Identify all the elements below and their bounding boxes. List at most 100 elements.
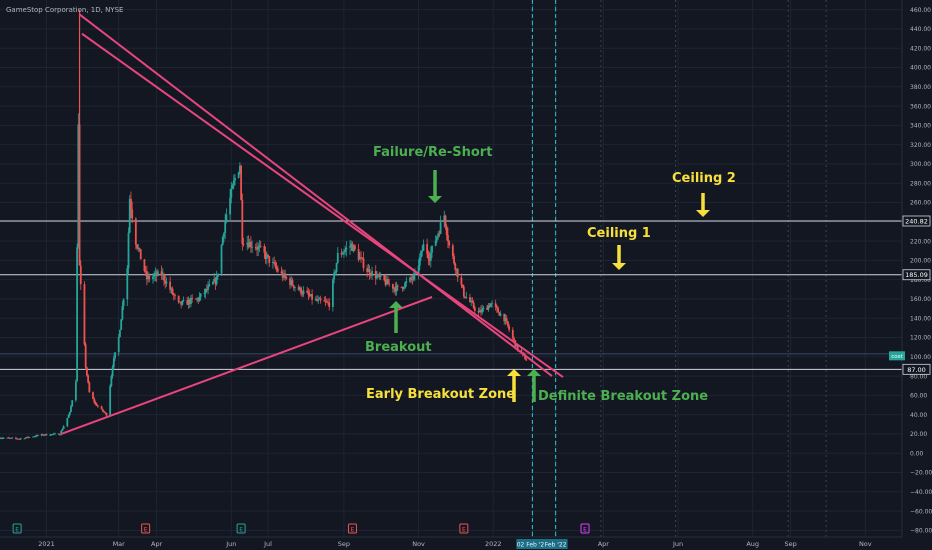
candle-body — [212, 281, 214, 285]
candle-body — [345, 247, 348, 250]
candle-body — [258, 245, 261, 247]
candle-body — [302, 290, 305, 294]
candle-body — [198, 296, 201, 301]
candle-body — [57, 433, 60, 435]
candle-body — [491, 303, 493, 305]
candle-body — [460, 277, 463, 285]
upper-resistance-a-line[interactable] — [78, 13, 553, 377]
candle-body — [494, 303, 497, 307]
candle-body — [32, 436, 34, 438]
earnings-marker[interactable]: E — [12, 523, 22, 534]
level-price-label: 87.00 — [907, 366, 926, 374]
earnings-marker-box — [459, 523, 469, 534]
ceiling-1-label: Ceiling 1 — [587, 226, 651, 241]
definite-zone-arrow — [527, 369, 541, 402]
level-price-tag[interactable] — [902, 215, 931, 227]
candle-body — [480, 310, 482, 313]
candle-body — [197, 298, 200, 301]
candle-body — [94, 402, 97, 404]
candle-body — [525, 359, 528, 361]
earnings-marker[interactable]: E — [236, 523, 246, 534]
candle-body — [153, 274, 156, 277]
candle-body — [464, 296, 466, 298]
candle-body — [122, 299, 125, 307]
candle-body — [259, 245, 262, 247]
level-price-tag[interactable] — [902, 363, 931, 375]
candle-body — [366, 268, 369, 272]
candle-body — [507, 321, 509, 327]
candle-body — [444, 215, 447, 227]
candle-body — [203, 293, 206, 294]
candle-body — [248, 241, 251, 248]
candle-body — [0, 437, 1, 439]
definite-breakout-label: Definite Breakout Zone — [538, 389, 708, 404]
candle-body — [309, 294, 312, 297]
candle-body — [469, 297, 471, 303]
x-highlight-label: Feb '22 — [545, 542, 567, 549]
candle-body — [109, 386, 112, 416]
candle-body — [301, 293, 304, 295]
candle-body — [384, 280, 387, 285]
candle-body — [180, 301, 183, 305]
candle-body — [77, 124, 80, 248]
candle-body — [465, 297, 468, 299]
candle-body — [369, 274, 372, 276]
candle-body — [44, 434, 47, 436]
candle-body — [230, 188, 233, 198]
candle-body — [318, 298, 321, 300]
earnings-marker[interactable]: E — [347, 523, 357, 534]
candle-body — [400, 286, 403, 288]
y-tick-label: 420.00 — [910, 45, 931, 52]
earnings-marker[interactable]: E — [580, 523, 590, 534]
candle-body — [137, 248, 140, 249]
candle-body — [50, 434, 53, 436]
trendlines[interactable] — [60, 13, 564, 435]
candle-body — [92, 392, 94, 399]
earnings-marker-letter: E — [15, 527, 19, 534]
candle-body — [357, 249, 360, 260]
x-tick-label: Aug — [746, 540, 759, 548]
y-tick-label: 20.00 — [910, 431, 927, 438]
level-price-label: 240.82 — [905, 217, 928, 225]
candle-body — [489, 303, 492, 308]
candle-body — [427, 254, 430, 259]
candle-body — [62, 426, 65, 430]
symbol-title: GameStop Corporation, 1D, NYSE — [6, 6, 123, 14]
candle-body — [341, 253, 344, 255]
candle-body — [477, 310, 480, 313]
earnings-marker-letter: E — [462, 527, 466, 534]
rising-support-line[interactable] — [60, 296, 433, 435]
level-price-tag[interactable] — [902, 269, 931, 281]
horizontal-levels[interactable] — [0, 220, 902, 370]
earnings-marker[interactable]: E — [459, 523, 469, 534]
candle-body — [33, 436, 36, 438]
candle-body — [97, 405, 99, 407]
candle-body — [422, 244, 425, 251]
candle-body — [499, 313, 502, 316]
candle-body — [284, 273, 287, 278]
candle-body — [161, 274, 164, 276]
candle-body — [249, 241, 252, 248]
candle-body — [504, 318, 507, 322]
upper-resistance-b-line[interactable] — [81, 32, 564, 378]
y-tick-label: 140.00 — [910, 315, 931, 322]
earnings-marker[interactable]: E — [141, 523, 151, 534]
candle-body — [45, 434, 48, 436]
candle-body — [114, 352, 116, 359]
candle-body — [383, 275, 386, 281]
y-tick-label: 40.00 — [910, 412, 927, 419]
candle-body — [16, 438, 19, 440]
candle-body — [242, 243, 245, 245]
candle-body — [438, 233, 441, 235]
y-tick-label: −80.00 — [910, 528, 932, 535]
y-tick-label: −60.00 — [910, 508, 932, 515]
candle-body — [35, 435, 38, 437]
candle-body — [273, 262, 276, 264]
candle-body — [182, 300, 185, 302]
candle-body — [237, 172, 240, 178]
candle-body — [486, 307, 489, 310]
candle-body — [300, 287, 302, 294]
